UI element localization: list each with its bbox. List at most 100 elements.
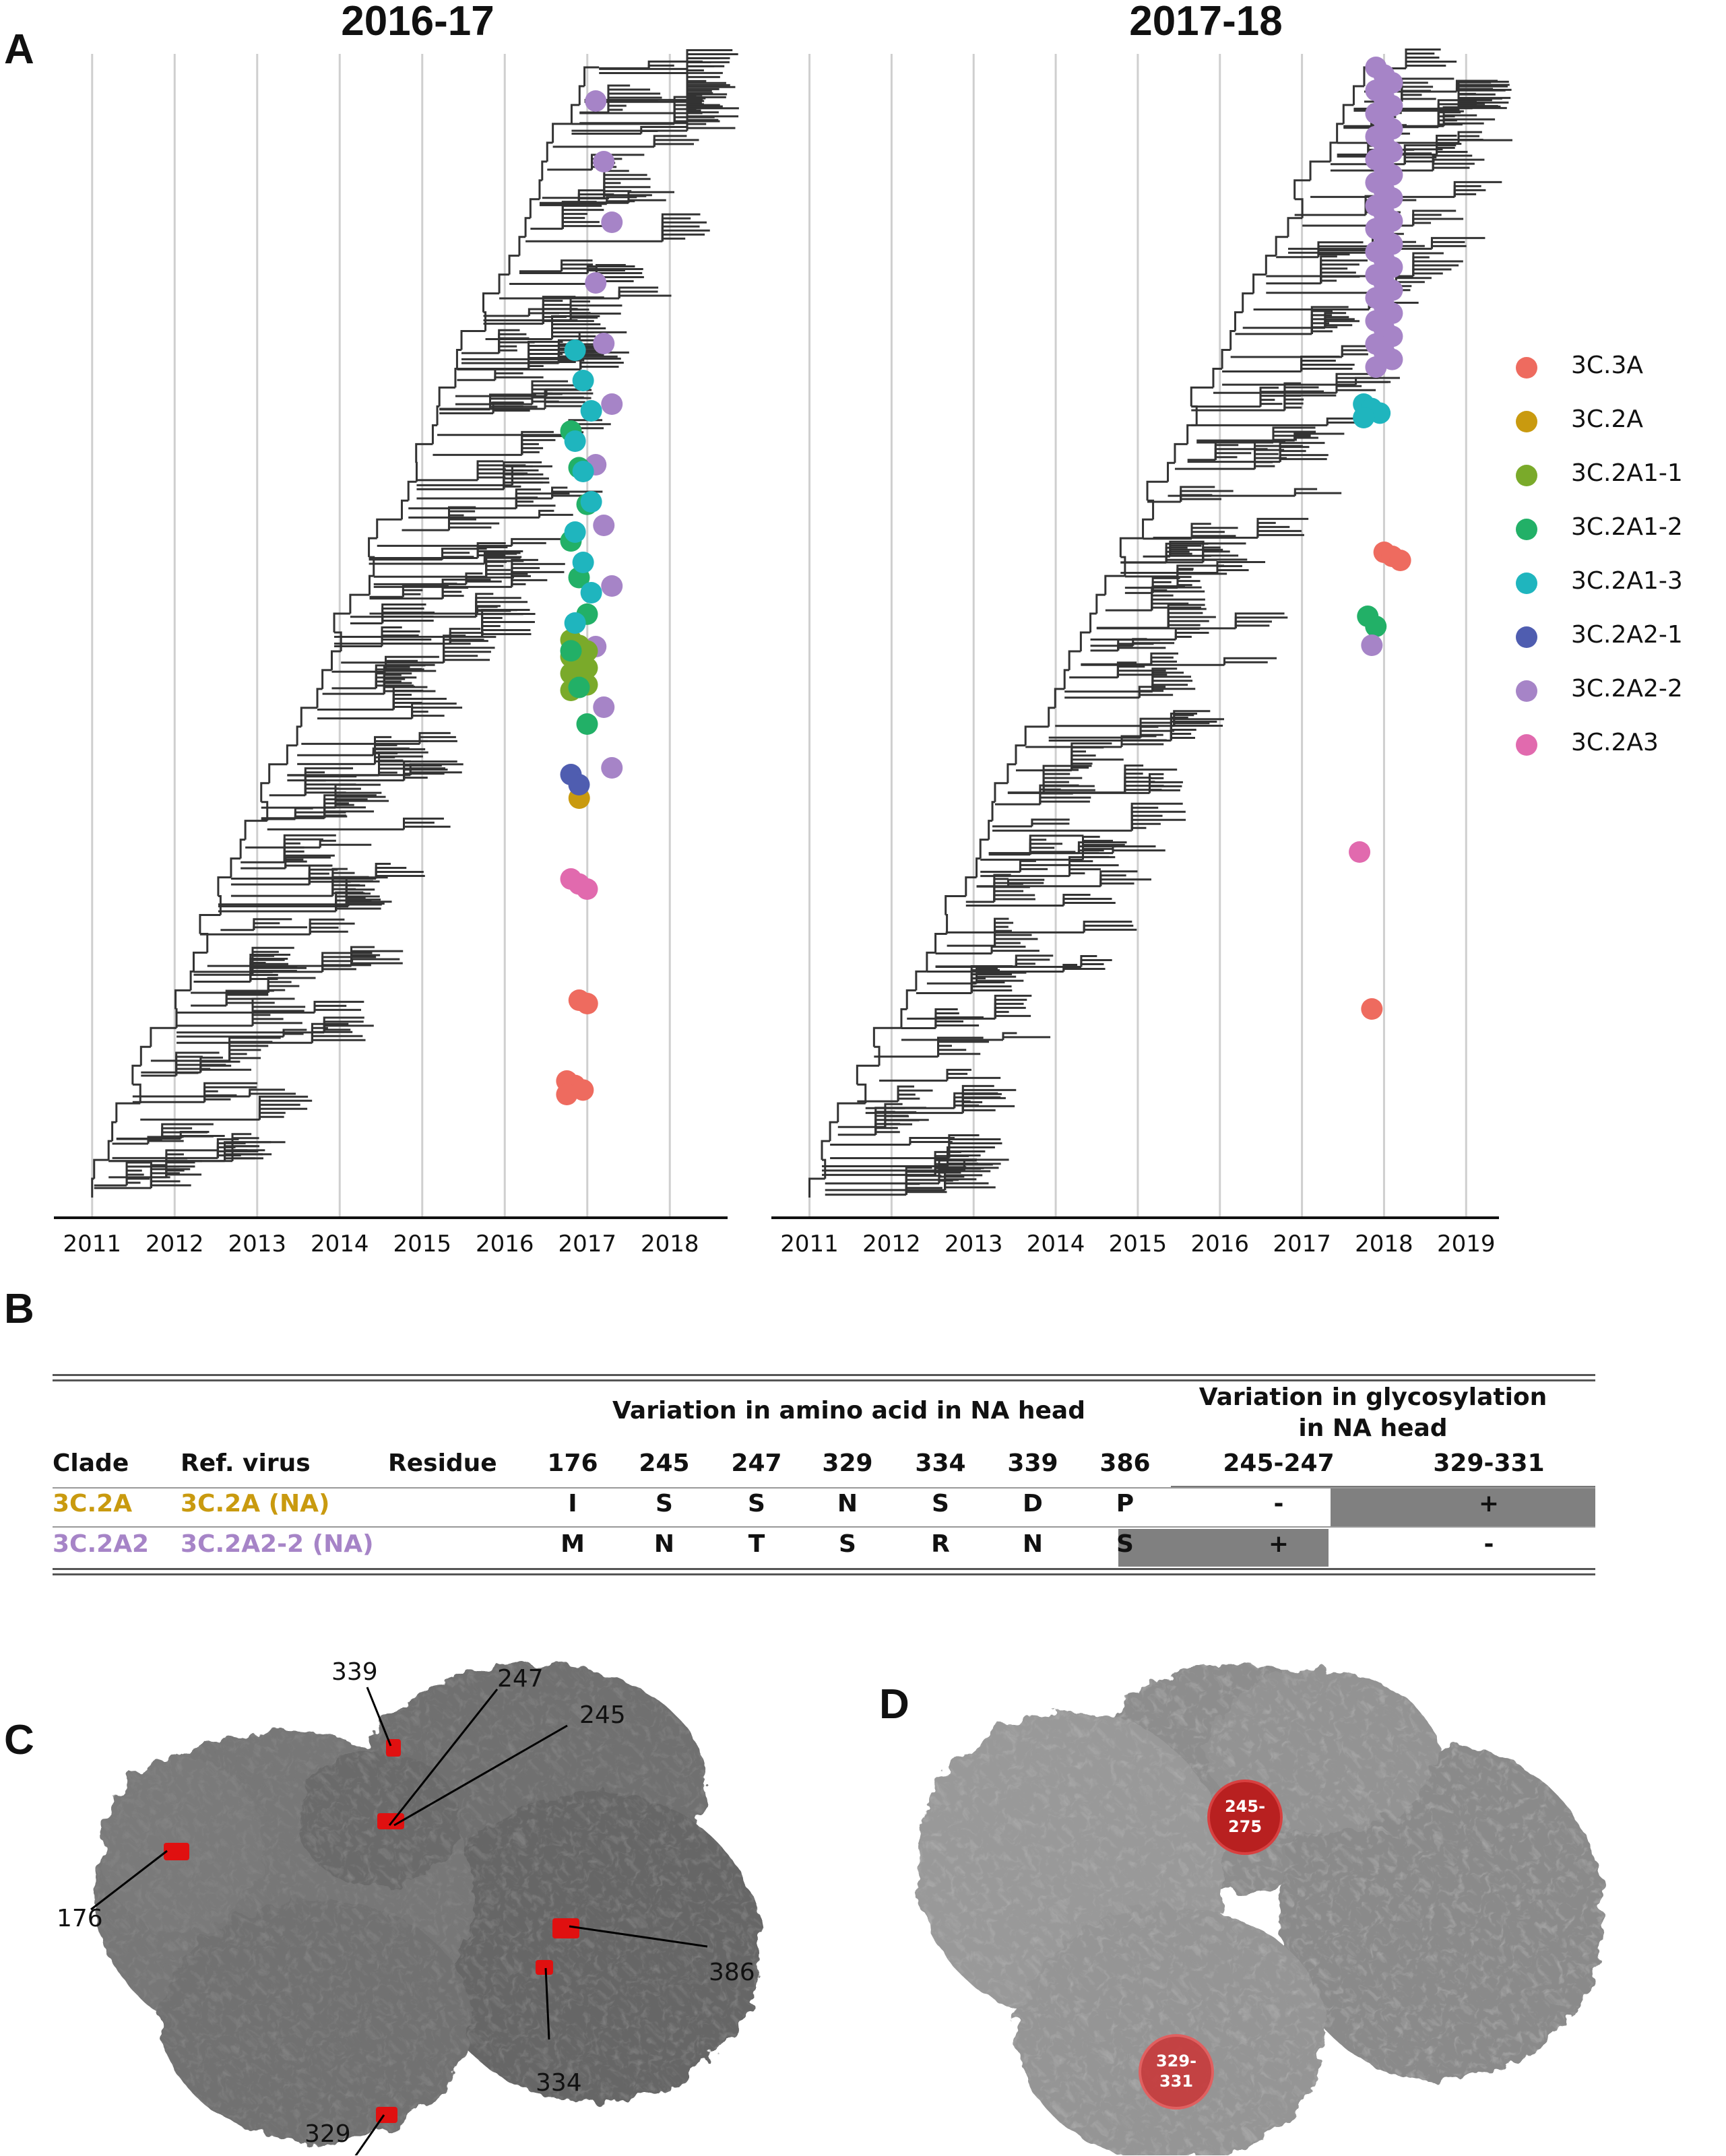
branch xyxy=(884,1123,913,1128)
branch xyxy=(1015,954,1054,967)
branch xyxy=(521,443,539,455)
branch xyxy=(1403,144,1457,164)
legend-label: 3C.3A xyxy=(1571,352,1644,379)
branch xyxy=(1079,631,1091,651)
branch xyxy=(1167,461,1175,482)
branch xyxy=(990,950,1040,954)
branch xyxy=(1169,540,1205,557)
branch xyxy=(511,583,526,587)
branch xyxy=(1300,360,1336,372)
branch xyxy=(498,329,520,354)
branch xyxy=(1112,849,1165,853)
branch xyxy=(447,526,492,531)
table-header: 334 xyxy=(915,1449,966,1477)
tip-point-3C.2A2-2 xyxy=(593,333,615,354)
branch xyxy=(249,1088,285,1097)
branch xyxy=(115,1102,141,1123)
branch xyxy=(482,292,500,313)
residue-label-245: 245 xyxy=(579,1701,626,1729)
branch xyxy=(282,1033,304,1037)
branch xyxy=(374,736,392,764)
branch xyxy=(441,579,491,599)
branch xyxy=(475,593,494,617)
branch xyxy=(944,1186,996,1190)
branch xyxy=(905,1191,947,1195)
branch xyxy=(1148,789,1180,793)
branch xyxy=(150,1176,170,1188)
branch xyxy=(945,914,949,934)
branch xyxy=(538,179,542,199)
branch xyxy=(607,108,623,112)
group-header-glyco: Variation in glycosylation in NA head xyxy=(1198,1383,1547,1442)
residue-176-mark xyxy=(164,1843,189,1860)
branch xyxy=(961,1109,996,1113)
branch xyxy=(460,330,486,350)
branch xyxy=(147,1140,184,1144)
branch xyxy=(403,777,428,781)
branch xyxy=(618,286,659,298)
branch xyxy=(1148,781,1183,793)
branch xyxy=(948,1134,980,1158)
branch xyxy=(1279,458,1327,462)
branch xyxy=(107,1140,113,1161)
branch xyxy=(1412,264,1459,277)
branch xyxy=(132,1083,141,1104)
branch xyxy=(402,593,421,597)
branch xyxy=(1352,85,1364,105)
tip-point-3C.2A2-1 xyxy=(568,774,590,795)
branch xyxy=(311,1031,353,1043)
table-header: 247 xyxy=(731,1449,782,1477)
tip-point-3C.2A3 xyxy=(1349,841,1371,863)
panel-label-b: B xyxy=(4,1286,34,1332)
branch xyxy=(465,580,502,585)
branch xyxy=(1252,273,1267,294)
branch xyxy=(392,705,412,710)
branch xyxy=(199,1068,252,1073)
legend-item: 3C.2A1-1 xyxy=(1516,458,1726,492)
branch xyxy=(1080,963,1104,967)
table-cell: 3C.2A2-2 (NA) xyxy=(181,1530,374,1558)
residue-label-339: 339 xyxy=(331,1658,378,1686)
branch xyxy=(228,1057,261,1061)
branch xyxy=(313,1000,364,1013)
branch xyxy=(524,217,531,237)
branch xyxy=(829,1121,838,1142)
tree-branches xyxy=(91,49,739,1198)
legend-swatch xyxy=(1516,734,1537,756)
branch xyxy=(1341,345,1373,358)
branch xyxy=(1341,353,1368,358)
branch xyxy=(402,817,444,830)
branch xyxy=(874,1045,881,1066)
branch xyxy=(192,951,207,972)
table-cell: M xyxy=(561,1530,585,1558)
tip-point-3C.2A1-3 xyxy=(572,461,594,482)
tip-points xyxy=(1349,57,1411,1020)
branch xyxy=(994,934,1032,946)
branch xyxy=(313,1008,362,1013)
branch xyxy=(905,989,916,1010)
branch xyxy=(1104,575,1125,595)
branch xyxy=(857,1083,867,1104)
tip-point-3C.2A2-2 xyxy=(601,575,623,597)
branch xyxy=(1275,236,1289,256)
branch xyxy=(963,1158,1009,1171)
branch xyxy=(203,1098,231,1103)
residue-marks xyxy=(164,1739,579,2123)
branch xyxy=(607,100,659,112)
branch xyxy=(1062,964,1078,972)
branch xyxy=(1223,657,1277,665)
branch xyxy=(1170,736,1195,741)
branch xyxy=(261,801,269,821)
branch xyxy=(1432,158,1485,171)
branch xyxy=(1120,556,1126,577)
table-cell: S xyxy=(656,1490,673,1517)
branch xyxy=(174,989,191,1010)
branch xyxy=(447,506,476,531)
tip-point-3C.2A2-2 xyxy=(601,393,623,415)
branch xyxy=(1148,773,1164,793)
branch xyxy=(884,1115,909,1128)
x-tick-label: 2016 xyxy=(1190,1231,1249,1257)
table-cell: 3C.2A (NA) xyxy=(181,1490,330,1517)
table-cell: S xyxy=(932,1490,949,1517)
table-cell: - xyxy=(1273,1490,1284,1517)
